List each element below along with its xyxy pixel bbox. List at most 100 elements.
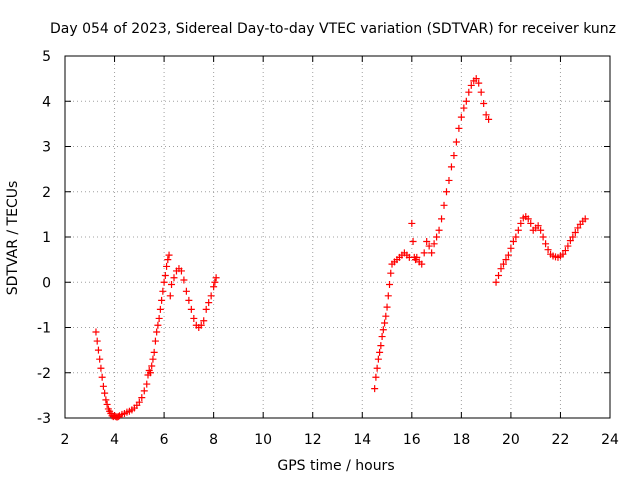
data-point xyxy=(438,215,446,223)
grid xyxy=(65,56,610,418)
data-point xyxy=(472,75,480,83)
x-tick-label: 24 xyxy=(601,432,619,448)
data-point xyxy=(460,104,468,112)
x-tick-label: 14 xyxy=(353,432,371,448)
data-point xyxy=(465,88,473,96)
y-tick-label: 2 xyxy=(42,185,51,201)
data-point xyxy=(210,283,218,291)
data-point xyxy=(482,111,490,119)
data-point xyxy=(408,219,416,227)
data-point xyxy=(371,385,379,393)
data-point xyxy=(378,333,386,341)
data-point xyxy=(433,233,441,241)
y-tick-label: -2 xyxy=(37,366,51,382)
data-point xyxy=(166,292,174,300)
data-point xyxy=(504,251,512,259)
data-point xyxy=(544,246,552,254)
data-point xyxy=(373,364,381,372)
x-tick-label: 6 xyxy=(160,432,169,448)
y-tick-label: 5 xyxy=(42,49,51,65)
data-point xyxy=(93,337,101,345)
data-point xyxy=(149,355,157,363)
data-point xyxy=(182,287,190,295)
data-point xyxy=(443,188,450,196)
x-axis-label: GPS time / hours xyxy=(277,458,394,474)
data-point xyxy=(514,226,522,234)
data-point xyxy=(148,362,156,370)
data-point xyxy=(156,305,164,313)
data-point xyxy=(153,328,161,336)
data-point xyxy=(164,256,172,264)
data-point xyxy=(98,373,106,381)
x-tick-label: 20 xyxy=(502,432,520,448)
chart-title: Day 054 of 2023, Sidereal Day-to-day VTE… xyxy=(50,21,616,37)
data-point xyxy=(452,138,460,146)
data-point xyxy=(485,115,493,123)
data-point xyxy=(211,278,219,286)
x-tick-label: 10 xyxy=(254,432,272,448)
x-tick-label: 18 xyxy=(452,432,470,448)
data-point xyxy=(581,215,589,223)
data-point xyxy=(574,224,582,232)
data-point xyxy=(564,242,572,250)
data-point xyxy=(409,238,417,246)
data-point xyxy=(457,113,465,121)
data-point xyxy=(566,237,574,245)
data-point xyxy=(502,256,510,264)
x-tick-label: 12 xyxy=(304,432,322,448)
data-point xyxy=(205,299,213,307)
y-tick-label: -3 xyxy=(37,411,51,427)
y-tick-label: 0 xyxy=(42,275,51,291)
data-point xyxy=(420,249,428,257)
y-axis-label: SDTVAR / TECUs xyxy=(5,181,21,296)
data-point xyxy=(384,292,392,300)
data-point xyxy=(155,314,163,322)
data-point xyxy=(161,271,169,279)
data-point xyxy=(517,219,525,227)
data-point xyxy=(467,81,475,89)
data-point xyxy=(537,226,545,234)
data-point xyxy=(143,380,151,388)
data-point xyxy=(524,215,532,223)
data-point xyxy=(495,271,503,279)
y-tick-label: 4 xyxy=(42,94,51,110)
data-point xyxy=(569,233,577,241)
data-point xyxy=(539,233,547,241)
data-point xyxy=(440,201,448,209)
data-point xyxy=(103,400,111,408)
data-point xyxy=(382,312,390,320)
y-tick-label: 3 xyxy=(42,140,51,156)
data-point xyxy=(160,278,168,286)
data-point xyxy=(372,373,380,381)
data-point xyxy=(158,296,166,304)
data-point xyxy=(450,152,458,160)
data-point xyxy=(96,355,104,363)
data-point xyxy=(383,303,391,311)
data-point xyxy=(94,346,102,354)
data-point xyxy=(185,296,193,304)
data-point xyxy=(413,253,421,261)
data-point xyxy=(445,176,453,184)
x-tick-label: 2 xyxy=(61,432,70,448)
data-point xyxy=(499,260,507,268)
data-point xyxy=(418,260,426,268)
data-point xyxy=(101,389,109,397)
x-tick-label: 4 xyxy=(110,432,119,448)
data-point xyxy=(165,251,173,259)
data-point xyxy=(425,242,433,250)
data-point xyxy=(430,240,438,248)
data-point xyxy=(163,262,171,270)
data-point xyxy=(140,387,148,395)
data-point xyxy=(381,319,389,327)
y-tick-label: -1 xyxy=(37,321,51,337)
data-point xyxy=(102,396,110,404)
data-point xyxy=(428,249,436,257)
data-point xyxy=(475,79,483,87)
data-point xyxy=(99,382,107,390)
data-point xyxy=(379,326,387,334)
data-point xyxy=(512,233,520,241)
data-point xyxy=(374,355,382,363)
data-point xyxy=(202,305,210,313)
data-point xyxy=(177,267,185,275)
